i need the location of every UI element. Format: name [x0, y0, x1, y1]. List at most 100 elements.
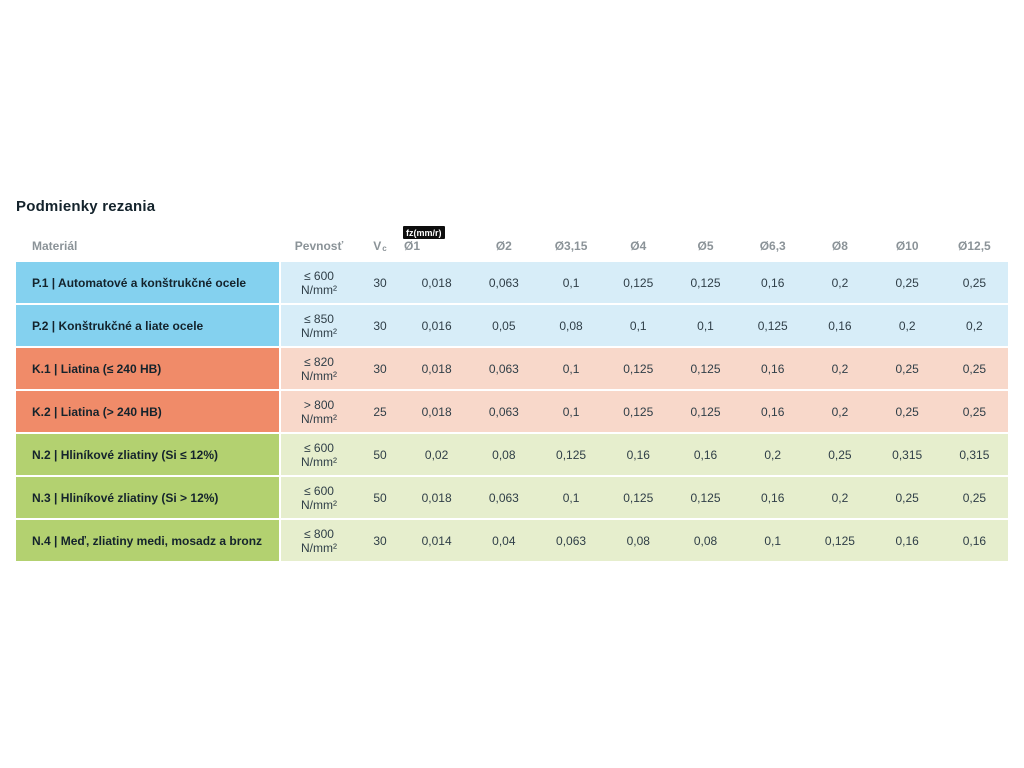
cell-feed-value: 0,063 — [470, 262, 538, 303]
cell-strength: ≤ 800 N/mm² — [281, 520, 357, 561]
cell-vc: 25 — [357, 391, 403, 432]
cell-strength: ≤ 820 N/mm² — [281, 348, 357, 389]
col-header-material: Materiál — [32, 239, 78, 253]
cell-feed-value: 0,063 — [537, 520, 605, 561]
cell-feed-value: 0,25 — [806, 434, 874, 475]
d1-label: Ø1 — [404, 239, 421, 253]
cell-feed-value: 0,018 — [403, 391, 471, 432]
cell-vc: 50 — [357, 477, 403, 518]
col-header-d7: Ø8 — [831, 239, 848, 253]
cell-feed-value: 0,16 — [940, 520, 1008, 561]
cell-material: K.1 | Liatina (≤ 240 HB) — [16, 348, 281, 389]
cell-feed-value: 0,1 — [604, 305, 672, 346]
col-header-d9: Ø12,5 — [958, 239, 991, 253]
table-row: N.3 | Hliníkové zliatiny (Si > 12%) ≤ 60… — [16, 477, 1008, 518]
cell-feed-value: 0,125 — [739, 305, 807, 346]
cell-feed-value: 0,2 — [873, 305, 941, 346]
cell-material: K.2 | Liatina (> 240 HB) — [16, 391, 281, 432]
table-row: K.1 | Liatina (≤ 240 HB) ≤ 820 N/mm² 30 … — [16, 348, 1008, 389]
cell-feed-value: 0,25 — [873, 262, 941, 303]
cell-feed-value: 0,25 — [873, 391, 941, 432]
cell-feed-value: 0,25 — [940, 348, 1008, 389]
cell-material: P.2 | Konštrukčné a liate ocele — [16, 305, 281, 346]
cell-feed-value: 0,16 — [671, 434, 740, 475]
cell-strength: ≤ 600 N/mm² — [281, 434, 357, 475]
cell-feed-value: 0,016 — [403, 305, 471, 346]
table-row: P.2 | Konštrukčné a liate ocele ≤ 850 N/… — [16, 305, 1008, 346]
cell-feed-value: 0,2 — [806, 348, 874, 389]
strength-unit: N/mm² — [301, 540, 337, 555]
cell-feed-value: 0,16 — [806, 305, 874, 346]
cell-strength: > 800 N/mm² — [281, 391, 357, 432]
cell-feed-value: 0,2 — [806, 391, 874, 432]
cell-feed-value: 0,25 — [873, 477, 941, 518]
cell-vc: 30 — [357, 520, 403, 561]
col-header-d6: Ø6,3 — [759, 239, 786, 253]
cell-feed-value: 0,014 — [403, 520, 471, 561]
cell-vc: 30 — [357, 262, 403, 303]
page-title: Podmienky rezania — [16, 198, 156, 215]
cell-feed-value: 0,018 — [403, 262, 471, 303]
strength-unit: N/mm² — [301, 411, 337, 426]
strength-value: ≤ 820 — [304, 354, 334, 369]
fz-unit-badge: fz(mm/r) — [403, 226, 445, 239]
cell-material: N.2 | Hliníkové zliatiny (Si ≤ 12%) — [16, 434, 281, 475]
col-header-d8: Ø10 — [895, 239, 919, 253]
col-header-d1: fz(mm/r) Ø1 — [403, 226, 470, 262]
cell-feed-value: 0,125 — [537, 434, 605, 475]
cell-feed-value: 0,125 — [806, 520, 874, 561]
col-header-d4: Ø4 — [630, 239, 647, 253]
cell-material: N.4 | Meď, zliatiny medi, mosadz a bronz — [16, 520, 281, 561]
table-row: N.4 | Meď, zliatiny medi, mosadz a bronz… — [16, 520, 1008, 561]
cell-feed-value: 0,08 — [671, 520, 740, 561]
cell-feed-value: 0,063 — [470, 391, 538, 432]
cell-vc: 30 — [357, 348, 403, 389]
cell-feed-value: 0,16 — [739, 262, 807, 303]
col-header-d2: Ø2 — [495, 239, 512, 253]
strength-unit: N/mm² — [301, 282, 337, 297]
cell-feed-value: 0,08 — [537, 305, 605, 346]
cell-feed-value: 0,02 — [403, 434, 471, 475]
strength-value: > 800 — [303, 397, 335, 412]
cell-feed-value: 0,125 — [604, 262, 672, 303]
cell-strength: ≤ 850 N/mm² — [281, 305, 357, 346]
cell-feed-value: 0,1 — [537, 262, 605, 303]
strength-value: ≤ 850 — [304, 311, 334, 326]
cell-feed-value: 0,16 — [739, 391, 807, 432]
cell-feed-value: 0,1 — [537, 477, 605, 518]
cell-feed-value: 0,05 — [470, 305, 538, 346]
cell-feed-value: 0,063 — [470, 348, 538, 389]
cell-feed-value: 0,1 — [739, 520, 807, 561]
cell-feed-value: 0,25 — [940, 391, 1008, 432]
cell-feed-value: 0,1 — [537, 391, 605, 432]
cell-feed-value: 0,16 — [873, 520, 941, 561]
col-header-d5: Ø5 — [697, 239, 714, 253]
table-row: N.2 | Hliníkové zliatiny (Si ≤ 12%) ≤ 60… — [16, 434, 1008, 475]
strength-unit: N/mm² — [301, 497, 337, 512]
vc-label: V — [373, 239, 382, 253]
strength-value: ≤ 600 — [304, 483, 334, 498]
cell-feed-value: 0,125 — [604, 477, 672, 518]
cell-feed-value: 0,16 — [739, 477, 807, 518]
cell-feed-value: 0,04 — [470, 520, 538, 561]
cell-strength: ≤ 600 N/mm² — [281, 477, 357, 518]
cell-feed-value: 0,018 — [403, 348, 471, 389]
col-header-strength: Pevnosť — [294, 239, 344, 253]
table-row: P.1 | Automatové a konštrukčné ocele ≤ 6… — [16, 262, 1008, 303]
cell-feed-value: 0,125 — [671, 262, 740, 303]
cell-feed-value: 0,125 — [604, 391, 672, 432]
cell-feed-value: 0,125 — [671, 391, 740, 432]
cell-feed-value: 0,25 — [873, 348, 941, 389]
cell-feed-value: 0,08 — [470, 434, 538, 475]
cell-feed-value: 0,2 — [806, 262, 874, 303]
strength-unit: N/mm² — [301, 325, 337, 340]
cell-feed-value: 0,25 — [940, 477, 1008, 518]
cell-material: N.3 | Hliníkové zliatiny (Si > 12%) — [16, 477, 281, 518]
cell-vc: 30 — [357, 305, 403, 346]
strength-unit: N/mm² — [301, 368, 337, 383]
cell-feed-value: 0,063 — [470, 477, 538, 518]
cell-feed-value: 0,08 — [604, 520, 672, 561]
